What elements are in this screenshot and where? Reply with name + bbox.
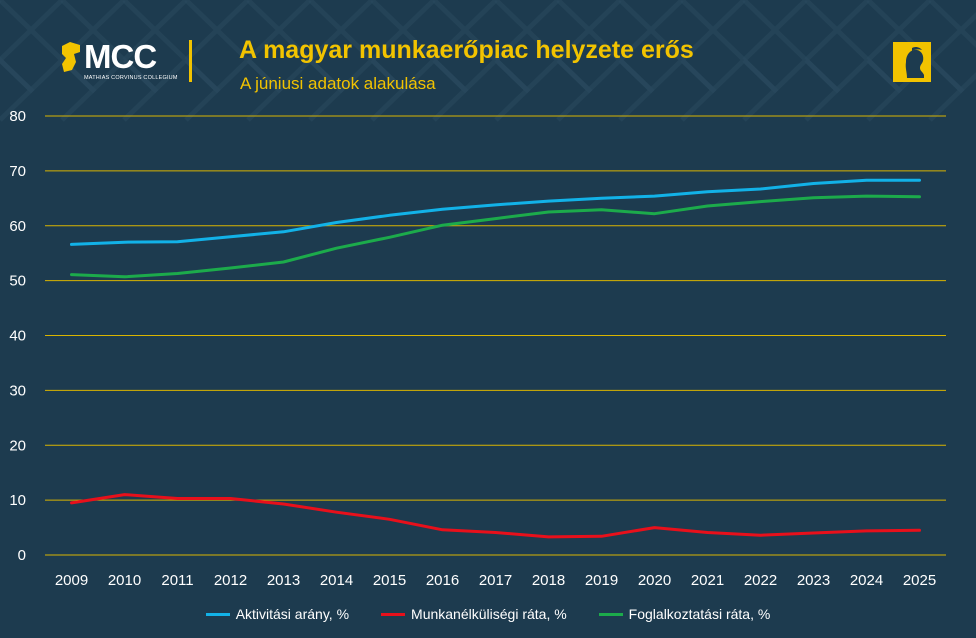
legend-item-munkanelkulisegi: Munkanélküliségi ráta, % (381, 606, 567, 622)
legend-label-munkanelkulisegi: Munkanélküliségi ráta, % (411, 606, 567, 622)
pattern-stroke (246, 0, 345, 122)
pattern-stroke (928, 0, 976, 94)
legend-label-foglalkoztatasi: Foglalkoztatási ráta, % (628, 606, 771, 622)
x-tick-label: 2017 (479, 572, 512, 589)
logo-text: MCC (84, 38, 157, 75)
y-tick-label: 0 (18, 547, 26, 564)
x-tick-label: 2020 (638, 572, 671, 589)
legend-swatch-foglalkoztatasi (598, 612, 623, 616)
x-tick-label: 2014 (320, 572, 353, 589)
x-tick-label: 2013 (267, 572, 300, 589)
chart-title: A magyar munkaerőpiac helyzete erős (239, 36, 694, 64)
pattern-stroke (308, 0, 407, 122)
legend-swatch-aktivitasi (205, 612, 230, 616)
lion-emblem-icon (62, 42, 80, 72)
series-line-1 (70, 493, 921, 539)
mcc-logo: MCC MATHIAS CORVINUS COLLEGIUM (60, 38, 200, 88)
y-tick-label: 50 (9, 273, 26, 290)
pattern-stroke (866, 0, 965, 122)
x-tick-label: 2025 (903, 572, 936, 589)
series-line-2 (70, 194, 921, 279)
pattern-stroke (432, 0, 531, 122)
background-pattern (0, 0, 976, 122)
x-tick-label: 2011 (161, 572, 193, 589)
y-tick-label: 10 (9, 492, 26, 509)
x-tick-label: 2016 (426, 572, 459, 589)
x-tick-label: 2019 (585, 572, 618, 589)
x-tick-label: 2024 (850, 572, 883, 589)
chart-subtitle: A júniusi adatok alakulása (240, 74, 436, 93)
pattern-stroke (618, 0, 717, 122)
chart-gridlines (45, 115, 946, 556)
pattern-stroke (804, 0, 903, 122)
logo-subtext: MATHIAS CORVINUS COLLEGIUM (84, 75, 178, 81)
x-tick-label: 2023 (797, 572, 830, 589)
y-tick-label: 70 (9, 163, 26, 180)
pattern-stroke (370, 0, 469, 122)
pattern-stroke (742, 0, 841, 122)
logo-divider (189, 40, 192, 82)
pattern-stroke (494, 0, 593, 122)
y-tick-label: 20 (9, 437, 26, 454)
x-tick-label: 2021 (691, 572, 724, 589)
legend-label-aktivitasi: Aktivitási arány, % (235, 606, 350, 622)
y-tick-label: 40 (9, 328, 26, 345)
x-tick-label: 2009 (55, 572, 88, 589)
series-line-0 (70, 178, 921, 246)
chart-legend: Aktivitási arány, % Munkanélküliségi rát… (0, 602, 976, 626)
x-tick-label: 2022 (744, 572, 777, 589)
y-axis-ticks: 0 10 20 30 40 50 60 70 80 (9, 108, 26, 564)
legend-item-aktivitasi: Aktivitási arány, % (205, 606, 350, 622)
pattern-stroke (556, 0, 655, 122)
legend-swatch-munkanelkulisegi (381, 612, 406, 616)
legend-item-foglalkoztatasi: Foglalkoztatási ráta, % (598, 606, 771, 622)
x-tick-label: 2010 (108, 572, 141, 589)
pattern-stroke (0, 0, 97, 122)
y-tick-label: 80 (9, 108, 26, 125)
x-tick-label: 2018 (532, 572, 565, 589)
chart-series (70, 178, 921, 539)
y-tick-label: 60 (9, 218, 26, 235)
pattern-stroke (60, 0, 159, 122)
x-axis-ticks: 2009 2010 2011 2012 2013 2014 2015 2016 2017 2018… (55, 572, 936, 589)
x-tick-label: 2012 (214, 572, 247, 589)
y-tick-label: 30 (9, 382, 26, 399)
pattern-stroke (184, 0, 283, 122)
x-tick-label: 2015 (373, 572, 406, 589)
pattern-stroke (680, 0, 779, 122)
pattern-stroke (122, 0, 221, 122)
portrait-icon (893, 42, 931, 82)
